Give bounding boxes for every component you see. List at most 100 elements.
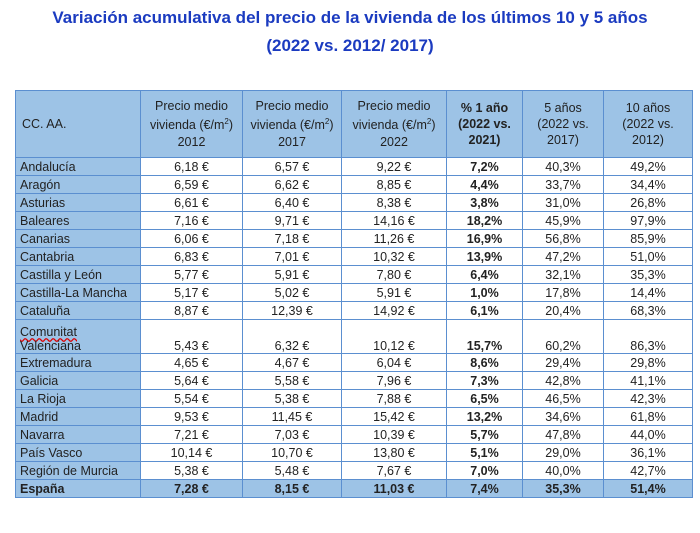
region-name: Navarra xyxy=(15,425,141,444)
table-row: Aragón 6,59 €6,62 €8,85 €4,4% 33,7% 34,4% xyxy=(15,175,693,194)
cell-price-2022: 10,39 € xyxy=(341,425,447,444)
cell-change-1y: 8,6% xyxy=(446,353,523,372)
cell-change-5y: 17,8% xyxy=(522,283,604,302)
cell-change-5y: 29,4% xyxy=(522,353,604,372)
cell-change-10y: 36,1% xyxy=(603,443,693,462)
cell-price-2017: 5,38 € xyxy=(242,389,342,408)
cell-change-1y: 7,2% xyxy=(446,157,523,176)
cell-change-10y: 14,4% xyxy=(603,283,693,302)
cell-price-2017: 6,62 € xyxy=(242,175,342,194)
region-name: La Rioja xyxy=(15,389,141,408)
cell-price-2022: 7,80 € xyxy=(341,265,447,284)
cell-price-2012: 7,16 € xyxy=(140,211,243,230)
cell-price-2012: 7,21 € xyxy=(140,425,243,444)
table-row: La Rioja 5,54 €5,38 €7,88 €6,5% 46,5% 42,3% xyxy=(15,389,693,408)
cell-change-10y: 68,3% xyxy=(603,301,693,320)
cell-price-2017: 12,39 € xyxy=(242,301,342,320)
cell-change-5y: 31,0% xyxy=(522,193,604,212)
cell-change-10y: 42,7% xyxy=(603,461,693,480)
cell-change-10y: 29,8% xyxy=(603,353,693,372)
cell-price-2022: 10,12 € xyxy=(341,319,447,354)
cell-change-10y: 26,8% xyxy=(603,193,693,212)
cell-change-10y: 42,3% xyxy=(603,389,693,408)
region-name: Andalucía xyxy=(15,157,141,176)
total-row: España 7,28 €8,15 €11,03 €7,4% 35,3% 51,4% xyxy=(15,479,693,498)
cell-price-2022: 8,85 € xyxy=(341,175,447,194)
cell-price-2017: 4,67 € xyxy=(242,353,342,372)
cell-price-2022: 14,92 € xyxy=(341,301,447,320)
cell-change-5y: 40,3% xyxy=(522,157,604,176)
region-name: Extremadura xyxy=(15,353,141,372)
cell-price-2017: 11,45 € xyxy=(242,407,342,426)
cell-price-2022: 8,38 € xyxy=(341,193,447,212)
cell-price-2022: 7,67 € xyxy=(341,461,447,480)
cell-price-2022: 9,22 € xyxy=(341,157,447,176)
cell-change-5y: 56,8% xyxy=(522,229,604,248)
region-name: País Vasco xyxy=(15,443,141,462)
header-price-2017: Precio medio vivienda (€/m2) 2017 xyxy=(242,90,342,158)
price-table: CC. AA. Precio medio vivienda (€/m2) 2012… xyxy=(15,90,693,498)
header-change-5y: 5 años (2022 vs. 2017) xyxy=(522,90,604,158)
table-row: Andalucía 6,18 €6,57 €9,22 €7,2% 40,3% 49,2… xyxy=(15,157,693,176)
cell-price-2017: 10,70 € xyxy=(242,443,342,462)
cell-price-2012: 5,43 € xyxy=(140,319,243,354)
cell-change-5y: 40,0% xyxy=(522,461,604,480)
region-name: Canarias xyxy=(15,229,141,248)
cell-change-10y: 44,0% xyxy=(603,425,693,444)
cell-price-2022: 11,26 € xyxy=(341,229,447,248)
cell-price-2012: 6,83 € xyxy=(140,247,243,266)
cell-price-2022: 10,32 € xyxy=(341,247,447,266)
cell-price-2022: 15,42 € xyxy=(341,407,447,426)
table-row: Castilla-La Mancha 5,17 €5,02 €5,91 €1,0%… xyxy=(15,283,693,302)
cell-change-1y: 13,9% xyxy=(446,247,523,266)
region-name: Cataluña xyxy=(15,301,141,320)
cell-price-2017: 8,15 € xyxy=(242,479,342,498)
cell-change-10y: 34,4% xyxy=(603,175,693,194)
cell-change-1y: 3,8% xyxy=(446,193,523,212)
cell-change-5y: 29,0% xyxy=(522,443,604,462)
cell-change-10y: 61,8% xyxy=(603,407,693,426)
cell-change-5y: 47,2% xyxy=(522,247,604,266)
cell-price-2017: 6,32 € xyxy=(242,319,342,354)
table-row: Comunitat Valenciana 5,43 €6,32 €10,12 €15… xyxy=(15,319,693,354)
region-name: Aragón xyxy=(15,175,141,194)
cell-change-1y: 18,2% xyxy=(446,211,523,230)
header-change-1y: % 1 año (2022 vs. 2021) xyxy=(446,90,523,158)
cell-price-2017: 5,91 € xyxy=(242,265,342,284)
region-name: Cantabria xyxy=(15,247,141,266)
title-line-2: (2022 vs. 2012/ 2017) xyxy=(266,36,434,55)
cell-change-10y: 51,0% xyxy=(603,247,693,266)
cell-change-1y: 5,7% xyxy=(446,425,523,444)
cell-price-2017: 7,01 € xyxy=(242,247,342,266)
cell-change-1y: 7,4% xyxy=(446,479,523,498)
cell-change-10y: 49,2% xyxy=(603,157,693,176)
cell-price-2017: 6,57 € xyxy=(242,157,342,176)
cell-price-2022: 5,91 € xyxy=(341,283,447,302)
cell-price-2022: 13,80 € xyxy=(341,443,447,462)
cell-change-10y: 86,3% xyxy=(603,319,693,354)
cell-change-5y: 45,9% xyxy=(522,211,604,230)
cell-change-1y: 6,4% xyxy=(446,265,523,284)
cell-change-10y: 85,9% xyxy=(603,229,693,248)
cell-price-2012: 5,77 € xyxy=(140,265,243,284)
cell-change-1y: 13,2% xyxy=(446,407,523,426)
cell-price-2017: 7,18 € xyxy=(242,229,342,248)
cell-change-1y: 6,1% xyxy=(446,301,523,320)
cell-price-2012: 10,14 € xyxy=(140,443,243,462)
header-change-10y: 10 años (2022 vs. 2012) xyxy=(603,90,693,158)
header-price-2022: Precio medio vivienda (€/m2) 2022 xyxy=(341,90,447,158)
cell-change-5y: 35,3% xyxy=(522,479,604,498)
table-row: Asturias 6,61 €6,40 €8,38 €3,8% 31,0% 26,8% xyxy=(15,193,693,212)
cell-price-2017: 9,71 € xyxy=(242,211,342,230)
table-row: Canarias 6,06 €7,18 €11,26 €16,9% 56,8% 85,… xyxy=(15,229,693,248)
cell-change-5y: 32,1% xyxy=(522,265,604,284)
cell-change-1y: 6,5% xyxy=(446,389,523,408)
cell-price-2022: 14,16 € xyxy=(341,211,447,230)
cell-change-10y: 51,4% xyxy=(603,479,693,498)
cell-change-1y: 7,3% xyxy=(446,371,523,390)
cell-change-10y: 97,9% xyxy=(603,211,693,230)
region-name: Asturias xyxy=(15,193,141,212)
cell-price-2022: 7,96 € xyxy=(341,371,447,390)
cell-change-5y: 42,8% xyxy=(522,371,604,390)
cell-change-1y: 5,1% xyxy=(446,443,523,462)
